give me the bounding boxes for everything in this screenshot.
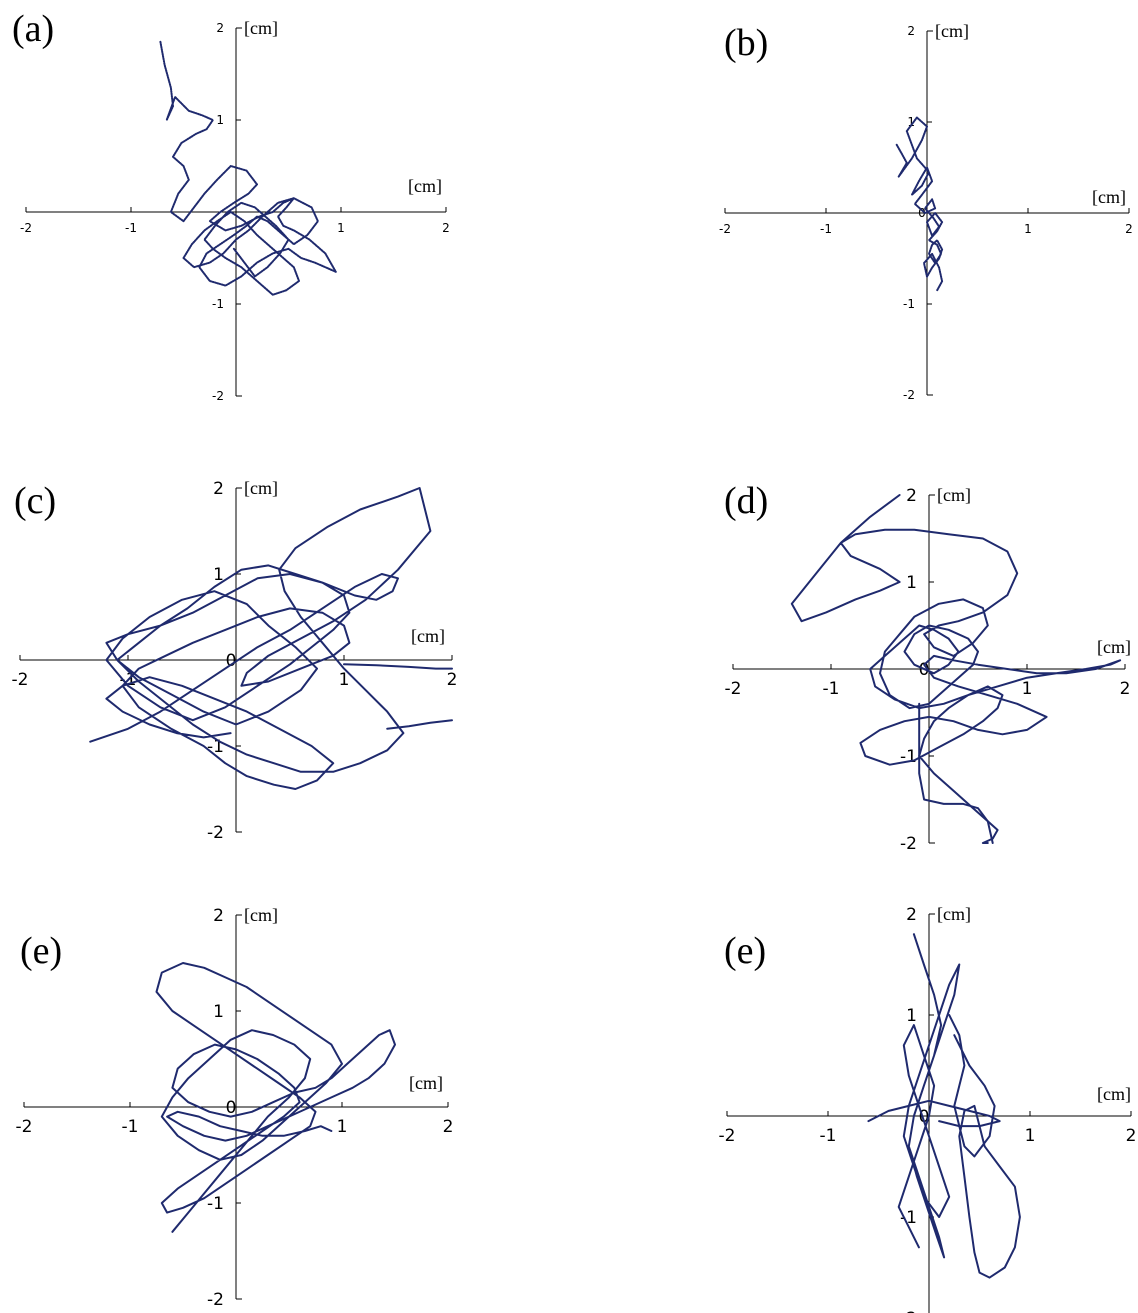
y-tick-label: -2: [212, 389, 224, 403]
x-tick-label: 2: [1126, 1126, 1137, 1146]
x-tick-label: 1: [337, 1117, 348, 1137]
trajectory-line: [386, 719, 453, 730]
x-tick-label: 1: [1024, 222, 1032, 236]
x-tick-label: 1: [1022, 679, 1033, 699]
panel-label: (b): [724, 22, 769, 64]
y-tick-label: 1: [216, 113, 224, 127]
trajectory-line: [948, 1014, 996, 1158]
x-tick-label: 1: [339, 670, 350, 690]
trajectory-line: [790, 494, 1122, 844]
y-tick-label: -1: [900, 747, 917, 767]
y-tick-label: -2: [207, 1290, 224, 1310]
x-tick-label: -1: [820, 222, 832, 236]
y-tick-label: 2: [213, 906, 224, 926]
y-unit-label: [cm]: [244, 478, 278, 498]
x-tick-label: -2: [16, 1117, 33, 1137]
y-unit-label: [cm]: [937, 485, 971, 505]
x-tick-label: -2: [20, 221, 32, 235]
x-unit-label: [cm]: [1097, 1084, 1131, 1104]
x-tick-label: -2: [725, 679, 742, 699]
plot-panel-c: (c) -2 -1 1 2 2 1 -1 -2 0 [cm] [cm]: [0, 438, 569, 878]
plot-panel-a: (a) -2 -1 1 2 2 1 -1 -2 [cm] [cm]: [0, 0, 569, 438]
y-unit-label: [cm]: [937, 904, 971, 924]
y-tick-label: 2: [906, 905, 917, 925]
y-tick-label: 1: [213, 565, 224, 585]
y-tick-label: -1: [212, 297, 224, 311]
y-tick-label: -2: [900, 1309, 917, 1313]
x-tick-label: -2: [719, 222, 731, 236]
y-tick-label: 1: [907, 115, 915, 129]
trajectory-line: [867, 1099, 1001, 1128]
trajectory-line: [159, 40, 337, 296]
plot-svg: -2 -1 1 2 2 1 -1 -2 0 [cm] [cm]: [16, 905, 454, 1310]
x-tick-label: 2: [447, 670, 458, 690]
panel-label: (e): [20, 930, 63, 972]
x-tick-label: -2: [719, 1126, 736, 1146]
y-unit-label: [cm]: [244, 18, 278, 38]
x-tick-label: -1: [122, 1117, 139, 1137]
x-unit-label: [cm]: [411, 626, 445, 646]
y-tick-label: -1: [900, 1208, 917, 1228]
y-tick-label: 2: [216, 21, 224, 35]
y-tick-label: 1: [213, 1002, 224, 1022]
panel-label: (d): [724, 480, 769, 522]
trajectory-line: [895, 116, 944, 292]
panel-label: (e): [724, 930, 767, 972]
x-tick-label: -1: [823, 679, 840, 699]
y-tick-label: -1: [207, 1194, 224, 1214]
plot-svg: -2 -1 1 2 2 1 -1 -2 0 [cm] [cm]: [719, 904, 1137, 1313]
trajectory-line: [155, 962, 396, 1233]
x-tick-label: 2: [443, 1117, 454, 1137]
x-tick-label: 2: [1120, 679, 1131, 699]
y-tick-label: -2: [207, 823, 224, 843]
origin-label: 0: [226, 1098, 237, 1118]
y-tick-label: 2: [906, 486, 917, 506]
x-unit-label: [cm]: [1097, 637, 1131, 657]
x-tick-label: 2: [442, 221, 450, 235]
panel-label: (c): [14, 480, 57, 522]
plot-svg: -2 -1 1 2 2 1 -1 -2 [cm] [cm]: [20, 18, 450, 403]
plot-panel-d: (d) -2 -1 1 2 2 1 -1 -2 0 [cm] [cm]: [569, 438, 1138, 878]
y-tick-label: 1: [906, 573, 917, 593]
plot-panel-e-left: (e) -2 -1 1 2 2 1 -1 -2 0 [cm] [cm]: [0, 878, 569, 1313]
x-tick-label: 1: [1025, 1126, 1036, 1146]
origin-label: 0: [226, 651, 237, 671]
trajectory-line: [918, 702, 994, 844]
x-unit-label: [cm]: [1092, 187, 1126, 207]
y-tick-label: -1: [903, 297, 915, 311]
y-tick-label: -2: [903, 388, 915, 402]
y-tick-label: 2: [907, 24, 915, 38]
y-tick-label: 1: [906, 1006, 917, 1026]
y-unit-label: [cm]: [244, 905, 278, 925]
y-tick-label: 2: [213, 479, 224, 499]
x-tick-label: -2: [12, 670, 29, 690]
trajectory-line: [897, 933, 961, 1259]
y-unit-label: [cm]: [935, 21, 969, 41]
origin-label: 0: [919, 1107, 930, 1127]
x-tick-label: 1: [337, 221, 345, 235]
x-tick-label: -1: [125, 221, 137, 235]
plot-svg: -2 -1 1 2 2 1 -1 -2 0 [cm] [cm]: [719, 21, 1133, 402]
y-tick-label: -2: [900, 834, 917, 854]
x-unit-label: [cm]: [408, 176, 442, 196]
trajectory-line: [89, 487, 432, 790]
trajectory-line: [958, 1104, 1021, 1279]
origin-label: 0: [918, 206, 926, 220]
x-tick-label: -1: [820, 1126, 837, 1146]
x-tick-label: 2: [1125, 222, 1133, 236]
plot-panel-b: (b) -2 -1 1 2 2 1 -1 -2 0 [cm] [cm]: [569, 0, 1138, 438]
panel-label: (a): [12, 8, 55, 50]
plot-panel-e-right: (e) -2 -1 1 2 2 1 -1 -2 0 [cm] [cm]: [569, 878, 1138, 1313]
x-unit-label: [cm]: [409, 1073, 443, 1093]
trajectory-line: [343, 663, 453, 670]
